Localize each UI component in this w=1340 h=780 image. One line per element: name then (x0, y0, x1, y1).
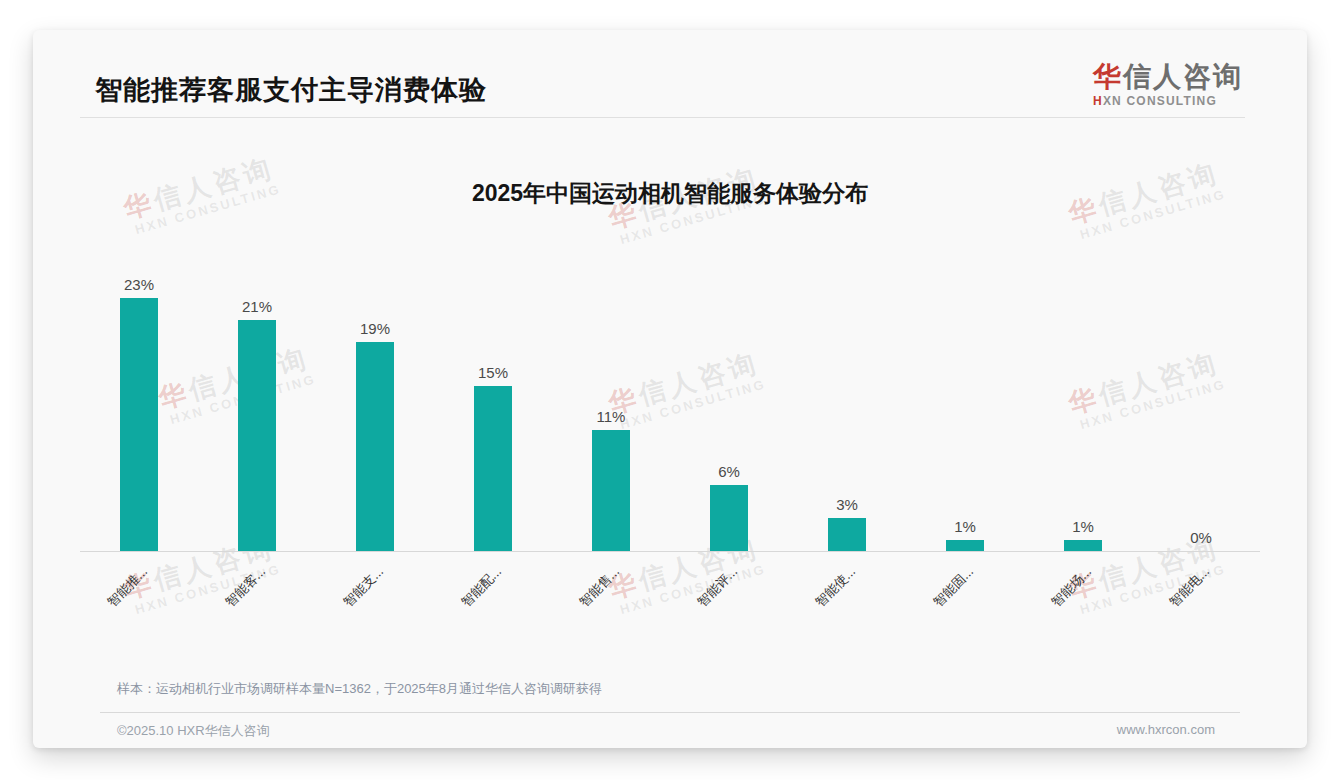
bar-value-label: 1% (1072, 518, 1094, 535)
bar-group: 3%智能使... (788, 270, 906, 551)
x-axis-label: 智能电... (1166, 563, 1214, 611)
bar-group: 11%智能售... (552, 270, 670, 551)
copyright-text: ©2025.10 HXR华信人咨询 (117, 722, 270, 740)
x-axis-label: 智能使... (812, 563, 860, 611)
bar-group: 1%智能场... (1024, 270, 1142, 551)
footer: ©2025.10 HXR华信人咨询 www.hxrcon.com (117, 722, 1215, 740)
x-axis-label: 智能场... (1048, 563, 1096, 611)
footer-divider (100, 712, 1240, 713)
bar (710, 485, 748, 551)
logo-en-rest: XN CONSULTING (1103, 94, 1217, 108)
logo-cn-rest: 信人咨询 (1123, 61, 1243, 92)
bar (1064, 540, 1102, 551)
bar-value-label: 0% (1190, 529, 1212, 546)
x-axis-label: 智能售... (576, 563, 624, 611)
bar-group: 1%智能固... (906, 270, 1024, 551)
bar-value-label: 15% (478, 364, 508, 381)
x-axis-label: 智能配... (458, 563, 506, 611)
logo-en-first: H (1093, 94, 1103, 108)
logo-english-name: HXN CONSULTING (1093, 94, 1243, 108)
report-card: 华信人咨询HXN CONSULTING华信人咨询HXN CONSULTING华信… (33, 30, 1307, 748)
bar-value-label: 1% (954, 518, 976, 535)
x-axis-label: 智能推... (104, 563, 152, 611)
x-axis-label: 智能客... (222, 563, 270, 611)
bar-group: 6%智能评... (670, 270, 788, 551)
bar-group: 15%智能配... (434, 270, 552, 551)
x-axis-label: 智能固... (930, 563, 978, 611)
bar (474, 386, 512, 551)
logo-chinese-name: 华信人咨询 (1093, 62, 1243, 93)
chart-title: 2025年中国运动相机智能服务体验分布 (33, 178, 1307, 209)
bar-group: 0%智能电... (1142, 270, 1260, 551)
bar-value-label: 6% (718, 463, 740, 480)
bar-value-label: 3% (836, 496, 858, 513)
bar-value-label: 23% (124, 276, 154, 293)
bar (120, 298, 158, 551)
bar (828, 518, 866, 551)
bar-group: 23%智能推... (80, 270, 198, 551)
bar-value-label: 11% (597, 408, 626, 425)
header-divider (80, 117, 1245, 118)
bar-group: 19%智能支... (316, 270, 434, 551)
bar-value-label: 19% (360, 320, 390, 337)
company-logo: 华信人咨询 HXN CONSULTING (1093, 62, 1243, 108)
website-url: www.hxrcon.com (1117, 722, 1215, 740)
bar-group: 21%智能客... (198, 270, 316, 551)
bar (356, 342, 394, 551)
logo-hua-character: 华 (1093, 61, 1123, 92)
bar-value-label: 21% (242, 298, 272, 315)
bar (238, 320, 276, 551)
page-title: 智能推荐客服支付主导消费体验 (95, 72, 487, 108)
x-axis-label: 智能支... (340, 563, 388, 611)
x-axis-label: 智能评... (694, 563, 742, 611)
bar (946, 540, 984, 551)
sample-note: 样本：运动相机行业市场调研样本量N=1362，于2025年8月通过华信人咨询调研… (117, 680, 602, 698)
bar-chart: 23%智能推...21%智能客...19%智能支...15%智能配...11%智… (80, 270, 1260, 552)
bar (592, 430, 630, 551)
